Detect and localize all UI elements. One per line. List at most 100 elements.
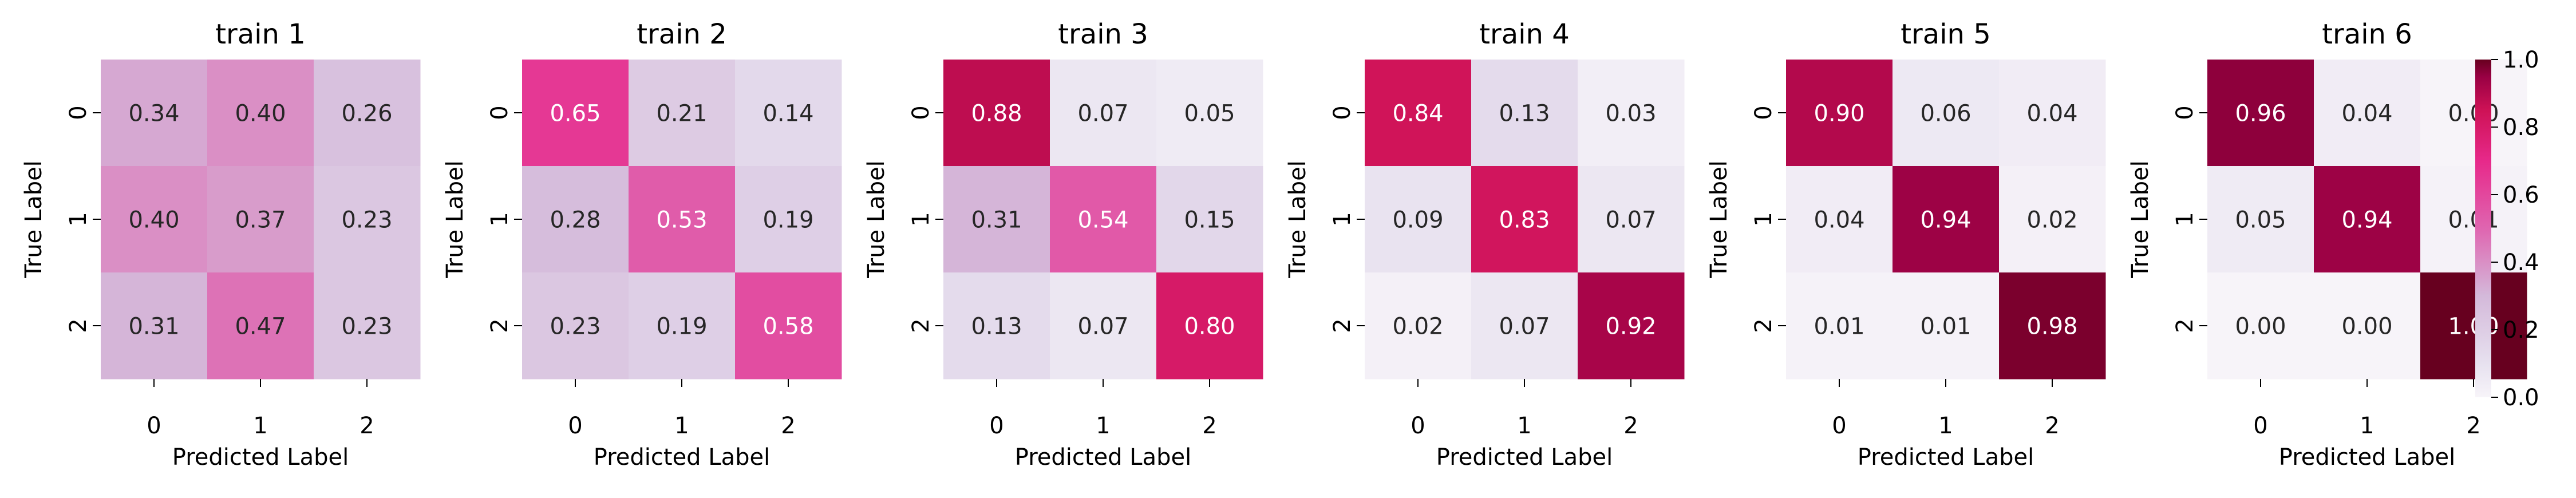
heatmap-cell bbox=[735, 60, 842, 167]
cell-value-label: 0.47 bbox=[235, 313, 286, 339]
cell-value-label: 0.07 bbox=[1077, 100, 1128, 127]
x-tick-label: 1 bbox=[253, 413, 267, 439]
heatmap-cell bbox=[629, 272, 736, 380]
cell-value-label: 0.53 bbox=[656, 207, 707, 233]
heatmap-cell bbox=[2420, 60, 2527, 167]
cell-value-label: 0.31 bbox=[128, 313, 179, 339]
heatmap-cell bbox=[1999, 166, 2106, 273]
x-tick-label: 0 bbox=[568, 413, 582, 439]
heatmap-cell bbox=[2314, 60, 2421, 167]
heatmap-cell bbox=[1156, 166, 1263, 273]
x-tick-label: 1 bbox=[674, 413, 689, 439]
colorbar-tick-label: 0.4 bbox=[2503, 250, 2539, 276]
x-tick-label: 2 bbox=[2466, 413, 2480, 439]
heatmap-cell bbox=[1786, 60, 1893, 167]
y-axis-label: True Label bbox=[21, 160, 47, 279]
cell-value-label: 0.07 bbox=[1605, 207, 1656, 233]
heatmap-cell bbox=[2420, 166, 2527, 273]
x-tick-label: 1 bbox=[2360, 413, 2374, 439]
heatmap-cell bbox=[943, 60, 1050, 167]
heatmap-cell bbox=[943, 166, 1050, 273]
x-tick-label: 0 bbox=[1411, 413, 1425, 439]
heatmap-cell bbox=[314, 166, 421, 273]
cell-value-label: 0.37 bbox=[235, 207, 286, 233]
heatmap-cell bbox=[207, 60, 314, 167]
cell-value-label: 0.88 bbox=[971, 100, 1022, 127]
heatmap-cell bbox=[1893, 60, 2000, 167]
x-tick-label: 2 bbox=[359, 413, 374, 439]
cell-value-label: 0.58 bbox=[762, 313, 813, 339]
heatmap-cell bbox=[314, 272, 421, 380]
y-tick-label: 2 bbox=[1329, 318, 1356, 333]
cell-value-label: 0.01 bbox=[1920, 313, 1971, 339]
cell-value-label: 0.05 bbox=[1184, 100, 1235, 127]
y-tick-label: 0 bbox=[2172, 105, 2198, 120]
heatmap-cell bbox=[1999, 272, 2106, 380]
heatmap-cell bbox=[1578, 166, 1685, 273]
y-axis-label: True Label bbox=[442, 160, 468, 279]
y-tick-label: 2 bbox=[908, 318, 934, 333]
y-tick-label: 1 bbox=[65, 212, 92, 226]
heatmap-panels: train 1 0.34 0.40 0.26 0.40 0.37 0.23 0.31 0.47 0… bbox=[21, 18, 2527, 471]
cell-value-label: 0.00 bbox=[2235, 313, 2286, 339]
heatmap-cell bbox=[101, 166, 208, 273]
y-tick-label: 0 bbox=[1751, 105, 1777, 120]
heatmap-cell bbox=[314, 60, 421, 167]
cell-value-label: 0.00 bbox=[2341, 313, 2392, 339]
colorbar: 0.0 0.2 0.4 0.6 0.8 1.0 bbox=[2475, 47, 2539, 411]
cell-value-label: 0.98 bbox=[2026, 313, 2077, 339]
x-tick-label: 0 bbox=[147, 413, 161, 439]
cell-value-label: 0.21 bbox=[656, 100, 707, 127]
cell-value-label: 0.03 bbox=[1605, 100, 1656, 127]
heatmap-cell bbox=[2207, 166, 2314, 273]
y-tick-label: 1 bbox=[1751, 212, 1777, 226]
x-axis-label: Predicted Label bbox=[1436, 444, 1613, 471]
y-tick-label: 1 bbox=[1329, 212, 1356, 226]
heatmap-cell bbox=[735, 166, 842, 273]
heatmap-cell bbox=[1578, 272, 1685, 380]
colorbar-gradient bbox=[2475, 60, 2491, 397]
heatmap-cell bbox=[1999, 60, 2106, 167]
heatmap-cell bbox=[1893, 166, 2000, 273]
panel-title: train 6 bbox=[2322, 18, 2412, 50]
cell-value-label: 0.90 bbox=[1814, 100, 1864, 127]
x-tick-label: 1 bbox=[1517, 413, 1531, 439]
cell-value-label: 0.04 bbox=[2026, 100, 2077, 127]
y-axis-label: True Label bbox=[1285, 160, 1311, 279]
cell-value-label: 0.94 bbox=[2341, 207, 2392, 233]
heatmap-cell bbox=[943, 272, 1050, 380]
heatmap-cell bbox=[101, 272, 208, 380]
heatmap-cell bbox=[1471, 272, 1578, 380]
x-tick-label: 0 bbox=[2253, 413, 2267, 439]
heatmap-cell bbox=[1156, 272, 1263, 380]
cell-value-label: 0.07 bbox=[1499, 313, 1550, 339]
heatmap-panel-5: train 5 0.90 0.06 0.04 0.04 0.94 0.02 0.01 0.01 0… bbox=[1706, 18, 2106, 471]
cell-value-label: 0.04 bbox=[2341, 100, 2392, 127]
cell-value-label: 0.19 bbox=[762, 207, 813, 233]
heatmap-cell bbox=[522, 166, 629, 273]
heatmap-cell bbox=[1578, 60, 1685, 167]
cell-value-label: 0.13 bbox=[971, 313, 1022, 339]
cell-value-label: 0.19 bbox=[656, 313, 707, 339]
panel-title: train 4 bbox=[1479, 18, 1570, 50]
x-tick-label: 1 bbox=[1938, 413, 1953, 439]
cell-value-label: 0.00 bbox=[2448, 100, 2499, 127]
y-tick-label: 2 bbox=[65, 318, 92, 333]
x-axis-label: Predicted Label bbox=[2279, 444, 2455, 471]
colorbar-tick-label: 0.2 bbox=[2503, 317, 2539, 343]
cell-value-label: 0.96 bbox=[2235, 100, 2286, 127]
y-tick-label: 0 bbox=[1329, 105, 1356, 120]
y-axis-label: True Label bbox=[1706, 160, 1732, 279]
heatmap-cell bbox=[1156, 60, 1263, 167]
heatmap-cell bbox=[629, 60, 736, 167]
cell-value-label: 0.06 bbox=[1920, 100, 1971, 127]
cell-value-label: 0.23 bbox=[550, 313, 600, 339]
y-axis-label: True Label bbox=[2127, 160, 2154, 279]
colorbar-tick-label: 0.8 bbox=[2503, 114, 2539, 141]
x-tick-label: 1 bbox=[1096, 413, 1110, 439]
cell-value-label: 0.05 bbox=[2235, 207, 2286, 233]
heatmap-panel-6: train 6 0.96 0.04 0.00 0.05 0.94 0.01 0.00 0.00 1… bbox=[2127, 18, 2527, 471]
cell-value-label: 0.23 bbox=[341, 313, 392, 339]
heatmap-cell bbox=[1365, 272, 1472, 380]
cell-value-label: 0.84 bbox=[1392, 100, 1443, 127]
